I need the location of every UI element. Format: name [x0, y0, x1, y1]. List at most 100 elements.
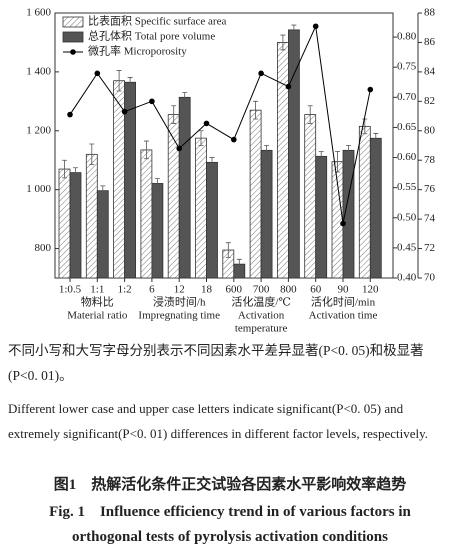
y3ticks-label: 72 — [424, 242, 435, 254]
x-tick-label: 1:1 — [90, 284, 104, 296]
group-label-en: Impregnating time — [138, 310, 220, 322]
y2ticks-label: 0.75 — [397, 61, 417, 73]
point — [285, 83, 292, 90]
error-bar — [154, 178, 160, 189]
bar — [69, 172, 82, 279]
error-bar — [143, 140, 149, 160]
x-tick-label: 60 — [310, 284, 322, 296]
error-bar — [318, 151, 324, 162]
legend-label: 总孔体积 Total pore volume — [88, 29, 215, 43]
y3ticks-label: 88 — [424, 7, 436, 19]
bar — [331, 161, 344, 279]
error-bar — [280, 34, 286, 51]
error-bar — [236, 258, 242, 270]
y3ticks-label: 82 — [424, 95, 435, 107]
group-label-zh: 物料比 — [81, 295, 114, 309]
bar — [369, 137, 382, 279]
point — [149, 98, 155, 105]
y3ticks-label: 76 — [424, 183, 436, 195]
error-bar — [253, 100, 259, 120]
note-en: Different lower case and upper case lett… — [8, 401, 429, 441]
bar — [304, 114, 317, 279]
error-bar — [264, 145, 270, 156]
point — [231, 136, 237, 143]
chart: 800 1 000 1 200 1 400 1 600 0.40 0.45 0.50 0.55 0… — [26, 7, 436, 335]
y3ticks-label: 80 — [424, 124, 436, 136]
group-label-zh: 活化时间/min — [311, 295, 376, 309]
error-bar — [73, 167, 78, 178]
error-bar — [116, 70, 122, 92]
yticks-label: 1 400 — [26, 65, 51, 77]
x-tick-label: 120 — [362, 284, 379, 296]
bar — [96, 190, 109, 279]
bar — [85, 153, 98, 279]
bar — [151, 183, 164, 279]
y3ticks-label: 74 — [424, 213, 436, 225]
point — [258, 70, 264, 77]
bar — [260, 149, 273, 279]
x-tick-label: 800 — [280, 284, 297, 296]
note-zh: 不同小写和大写字母分别表示不同因素水平差异显著(P<0. 05)和极显著(P<0… — [8, 343, 424, 383]
error-bar — [346, 145, 351, 156]
yticks-label: 1 000 — [26, 183, 51, 195]
yticks-label: 1 200 — [26, 124, 51, 136]
error-bar — [291, 24, 297, 36]
point — [121, 108, 128, 115]
x-tick-label: 1:2 — [118, 284, 132, 296]
y3ticks-label: 70 — [424, 272, 436, 284]
legend-label: 微孔率 Microporosity — [88, 44, 187, 58]
legend-swatch — [70, 49, 76, 55]
point — [367, 86, 374, 93]
group-label-en: Activation time — [309, 310, 378, 322]
point — [176, 145, 182, 152]
error-bar — [198, 130, 204, 146]
legend-swatch — [62, 16, 84, 28]
group-label-en: temperature — [235, 323, 288, 335]
bar — [178, 96, 191, 279]
caption-en: Fig. 1 Influence efficiency trend in of … — [49, 504, 411, 545]
bar — [358, 125, 371, 279]
y2ticks-label: 0.65 — [397, 121, 417, 133]
bar — [206, 161, 218, 279]
y3ticks-label: 86 — [424, 36, 436, 48]
bar — [58, 168, 71, 279]
y2ticks-label: 0.55 — [397, 181, 417, 193]
group-label-en: Material ratio — [67, 310, 128, 322]
x-tick-label: 700 — [253, 284, 270, 296]
y2ticks-label: 0.60 — [397, 151, 417, 163]
y2ticks-label: 0.70 — [397, 91, 417, 103]
error-bar — [209, 157, 215, 168]
bar — [276, 42, 289, 279]
error-bar — [171, 105, 177, 124]
group-label-zh: 活化温度/℃ — [231, 295, 290, 309]
legend-label: 比表面积 Specific surface area — [88, 14, 226, 28]
caption-zh: 图1 热解活化条件正交试验各因素水平影响效率趋势 — [53, 477, 407, 493]
y3ticks-label: 78 — [424, 154, 436, 166]
group-label-en: Activation — [238, 310, 285, 322]
x-tick-label: 12 — [174, 284, 185, 296]
point — [340, 220, 346, 227]
error-bar — [182, 92, 188, 103]
y3ticks-label: 84 — [424, 65, 436, 77]
error-bar — [307, 105, 313, 124]
x-tick-label: 90 — [338, 284, 350, 296]
error-bar — [225, 242, 231, 258]
x-tick-label: 1:0.5 — [59, 284, 82, 296]
error-bar — [373, 133, 379, 144]
x-tick-label: 6 — [149, 284, 155, 296]
y2ticks-label: 0.40 — [397, 272, 417, 284]
error-bar — [127, 77, 133, 88]
error-bar — [62, 159, 67, 179]
x-tick-label: 18 — [201, 284, 213, 296]
point — [312, 23, 319, 30]
bar — [249, 109, 262, 279]
yticks-label: 800 — [35, 242, 52, 254]
bar — [195, 137, 207, 279]
y2ticks-label: 0.50 — [397, 211, 417, 223]
point — [67, 111, 73, 118]
x-tick-label: 600 — [226, 284, 243, 296]
y2ticks-label: 0.80 — [397, 31, 417, 43]
error-bar — [100, 185, 106, 196]
bar — [315, 155, 328, 279]
